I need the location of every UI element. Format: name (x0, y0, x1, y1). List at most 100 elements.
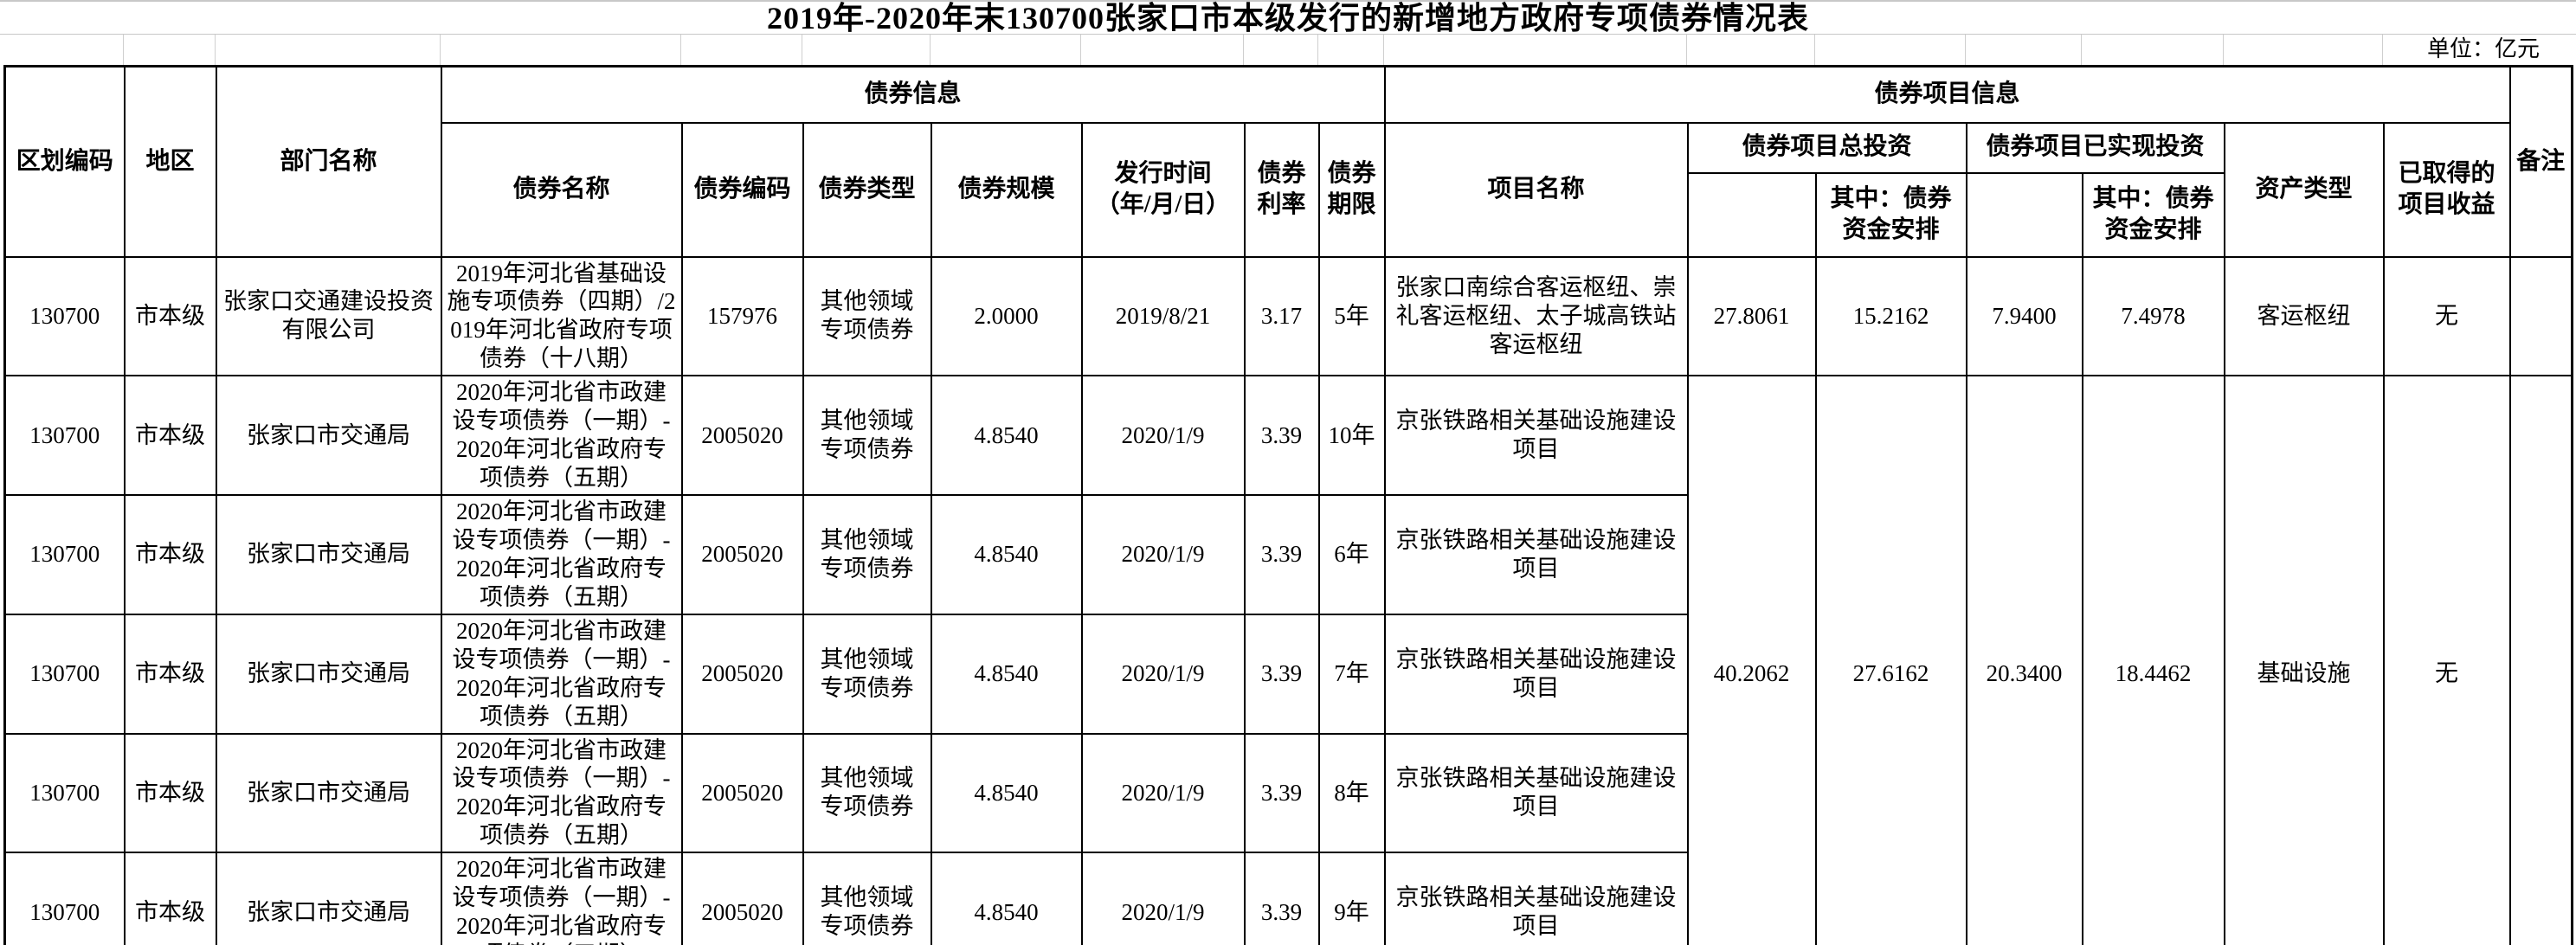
header-asset-type: 资产类型 (2223, 121, 2385, 258)
header-group-project-info: 债券项目信息 (1383, 65, 2511, 124)
cell-region-code: 130700 (3, 375, 126, 496)
header-area: 地区 (123, 65, 217, 258)
header-realized-investment-bond-funds: 其中：债券资金安排 (2081, 171, 2225, 258)
cell-bond-scale: 4.8540 (930, 613, 1083, 735)
cell-asset-type-merged: 基础设施 (2223, 375, 2385, 945)
cell-bond-name: 2020年河北省市政建设专项债券（一期）-2020年河北省政府专项债券（五期） (440, 494, 683, 615)
cell-bond-term: 9年 (1317, 852, 1386, 945)
cell-total-investment-bond-funds-merged: 27.6162 (1814, 375, 1967, 945)
cell-region-code: 130700 (3, 732, 126, 854)
cell-total-investment: 27.8061 (1686, 255, 1817, 377)
cell-region-code: 130700 (3, 613, 126, 735)
cell-region-code: 130700 (3, 852, 126, 945)
cell-realized-investment-bond-funds-merged: 18.4462 (2081, 375, 2225, 945)
header-bond-rate: 债券利率 (1243, 121, 1320, 258)
cell-bond-type: 其他领域专项债券 (802, 613, 932, 735)
cell-bond-rate: 3.39 (1243, 613, 1320, 735)
cell-department: 张家口市交通局 (215, 852, 442, 945)
cell-bond-term: 5年 (1317, 255, 1386, 377)
cell-project-income: 无 (2382, 255, 2511, 377)
gridline-tick (1965, 35, 1966, 65)
cell-bond-code: 157976 (680, 255, 804, 377)
cell-bond-term: 6年 (1317, 494, 1386, 615)
cell-department: 张家口交通建设投资有限公司 (215, 255, 442, 377)
header-realized-investment-blank (1965, 171, 2083, 258)
cell-issue-date: 2020/1/9 (1080, 613, 1246, 735)
gridline-tick (123, 35, 124, 65)
header-group-total-investment: 债券项目总投资 (1686, 121, 1967, 174)
cell-bond-code: 2005020 (680, 613, 804, 735)
cell-bond-scale: 2.0000 (930, 255, 1083, 377)
cell-project-name: 京张铁路相关基础设施建设项目 (1383, 375, 1689, 496)
cell-bond-rate: 3.39 (1243, 375, 1320, 496)
header-region-code: 区划编码 (3, 65, 126, 258)
cell-bond-scale: 4.8540 (930, 852, 1083, 945)
cell-realized-investment-bond-funds: 7.4978 (2081, 255, 2225, 377)
header-issue-date: 发行时间（年/月/日） (1080, 121, 1246, 258)
cell-region-code: 130700 (3, 494, 126, 615)
cell-bond-term: 10年 (1317, 375, 1386, 496)
cell-area: 市本级 (123, 613, 217, 735)
gridline-tick (2382, 35, 2383, 65)
cell-bond-name: 2020年河北省市政建设专项债券（一期）-2020年河北省政府专项债券（五期） (440, 732, 683, 854)
cell-bond-type: 其他领域专项债券 (802, 852, 932, 945)
cell-bond-rate: 3.39 (1243, 494, 1320, 615)
cell-bond-term: 7年 (1317, 613, 1386, 735)
table-row: 130700 市本级 张家口交通建设投资有限公司 2019年河北省基础设施专项债… (3, 255, 2573, 377)
table-row: 130700 市本级 张家口市交通局 2020年河北省市政建设专项债券（一期）-… (3, 613, 2573, 735)
cell-area: 市本级 (123, 732, 217, 854)
gridline-tick (1686, 35, 1687, 65)
gridline-tick (1814, 35, 1815, 65)
header-bond-scale: 债券规模 (930, 121, 1083, 258)
header-department: 部门名称 (215, 65, 442, 258)
gridline-tick (2223, 35, 2224, 65)
cell-issue-date: 2020/1/9 (1080, 852, 1246, 945)
gridline-tick (1243, 35, 1244, 65)
cell-project-name: 京张铁路相关基础设施建设项目 (1383, 494, 1689, 615)
cell-bond-name: 2019年河北省基础设施专项债券（四期）/2019年河北省政府专项债券（十八期） (440, 255, 683, 377)
cell-bond-term: 8年 (1317, 732, 1386, 854)
header-total-investment-bond-funds: 其中：债券资金安排 (1814, 171, 1967, 258)
header-group-bond-info: 债券信息 (440, 65, 1386, 124)
cell-remarks-merged (2508, 375, 2573, 945)
cell-region-code: 130700 (3, 255, 126, 377)
cell-project-income-merged: 无 (2382, 375, 2511, 945)
cell-project-name: 京张铁路相关基础设施建设项目 (1383, 613, 1689, 735)
header-bond-type: 债券类型 (802, 121, 932, 258)
cell-bond-scale: 4.8540 (930, 732, 1083, 854)
cell-bond-scale: 4.8540 (930, 494, 1083, 615)
cell-bond-type: 其他领域专项债券 (802, 494, 932, 615)
cell-bond-code: 2005020 (680, 494, 804, 615)
cell-remarks (2508, 255, 2573, 377)
cell-bond-rate: 3.17 (1243, 255, 1320, 377)
header-total-investment-blank (1686, 171, 1817, 258)
cell-issue-date: 2020/1/9 (1080, 375, 1246, 496)
cell-bond-name: 2020年河北省市政建设专项债券（一期）-2020年河北省政府专项债券（五期） (440, 852, 683, 945)
cell-bond-code: 2005020 (680, 852, 804, 945)
cell-issue-date: 2020/1/9 (1080, 494, 1246, 615)
header-bond-code: 债券编码 (680, 121, 804, 258)
cell-bond-name: 2020年河北省市政建设专项债券（一期）-2020年河北省政府专项债券（五期） (440, 613, 683, 735)
table-row: 130700 市本级 张家口市交通局 2020年河北省市政建设专项债券（一期）-… (3, 494, 2573, 615)
cell-project-name: 张家口南综合客运枢纽、崇礼客运枢纽、太子城高铁站客运枢纽 (1383, 255, 1689, 377)
table-row: 130700 市本级 张家口市交通局 2020年河北省市政建设专项债券（一期）-… (3, 852, 2573, 945)
cell-bond-rate: 3.39 (1243, 852, 1320, 945)
gridline-tick (440, 35, 441, 65)
cell-department: 张家口市交通局 (215, 375, 442, 496)
gridline-tick (2081, 35, 2082, 65)
cell-issue-date: 2020/1/9 (1080, 732, 1246, 854)
unit-label: 单位：亿元 (2426, 36, 2540, 61)
header-project-name: 项目名称 (1383, 121, 1689, 258)
cell-total-investment-merged: 40.2062 (1686, 375, 1817, 945)
cell-bond-code: 2005020 (680, 732, 804, 854)
unit-row: 单位：亿元 (0, 35, 2576, 65)
gridline-tick (680, 35, 681, 65)
cell-area: 市本级 (123, 852, 217, 945)
cell-bond-name: 2020年河北省市政建设专项债券（一期）-2020年河北省政府专项债券（五期） (440, 375, 683, 496)
header-project-income: 已取得的项目收益 (2382, 121, 2511, 258)
cell-issue-date: 2019/8/21 (1080, 255, 1246, 377)
header-group-realized-investment: 债券项目已实现投资 (1965, 121, 2225, 174)
cell-asset-type: 客运枢纽 (2223, 255, 2385, 377)
cell-area: 市本级 (123, 494, 217, 615)
cell-area: 市本级 (123, 375, 217, 496)
